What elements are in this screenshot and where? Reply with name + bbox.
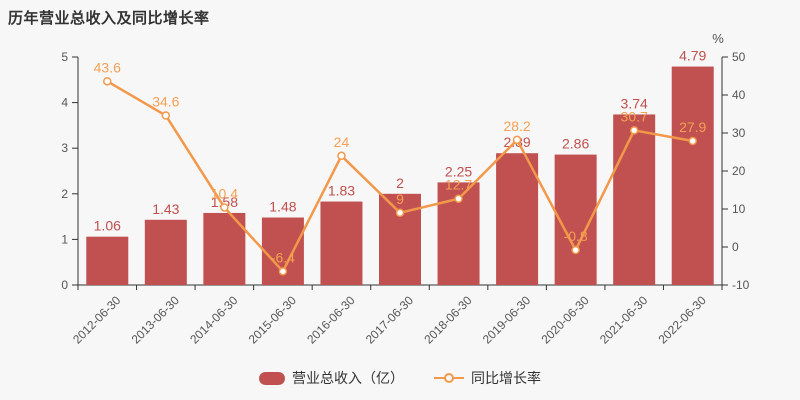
left-axis-tick-label: 1 (61, 232, 68, 246)
legend-item-revenue[interactable]: 营业总收入（亿） (259, 368, 404, 388)
x-axis-category-label: 2017-06-30 (363, 293, 417, 347)
bar-2022-06-30[interactable] (671, 66, 714, 286)
bar-2016-06-30[interactable] (320, 201, 363, 285)
left-axis-tick-label: 2 (61, 187, 68, 201)
bar-value-label: 1.43 (152, 201, 179, 217)
growth-line-swatch-icon (434, 372, 464, 384)
line-point-2014-06-30[interactable] (220, 203, 229, 212)
revenue-bar-swatch-icon (259, 371, 285, 385)
legend-label-growth: 同比增长率 (471, 370, 541, 386)
right-axis-tick-label: -10 (732, 278, 750, 292)
line-value-label: 28.2 (503, 118, 530, 134)
bar-2021-06-30[interactable] (613, 114, 656, 286)
right-axis-tick-label: 20 (732, 164, 746, 178)
line-value-label: -0.8 (564, 228, 588, 244)
bar-value-label: 4.79 (679, 48, 706, 64)
bar-2019-06-30[interactable] (496, 153, 539, 285)
line-value-label: 10.4 (211, 185, 238, 201)
right-axis-tick-label: 50 (732, 50, 746, 64)
x-axis-category-label: 2021-06-30 (597, 293, 651, 347)
line-point-2022-06-30[interactable] (688, 136, 697, 146)
bar-2012-06-30[interactable] (86, 236, 129, 285)
x-axis-category-label: 2016-06-30 (304, 293, 358, 347)
right-axis-tick-label: 0 (732, 240, 739, 254)
line-value-label: 9 (396, 191, 404, 207)
x-axis-category-label: 2014-06-30 (187, 293, 241, 347)
right-axis-tick-label: 10 (732, 202, 746, 216)
line-value-label: 34.6 (152, 94, 179, 110)
line-point-2018-06-30[interactable] (454, 194, 463, 203)
bar-value-label: 3.74 (621, 95, 648, 111)
line-point-2017-06-30[interactable] (395, 208, 405, 218)
right-axis-tick-label: 30 (732, 126, 746, 140)
right-axis-tick-label: 40 (732, 88, 746, 102)
line-point-2012-06-30[interactable] (103, 77, 112, 86)
line-point-2015-06-30[interactable] (278, 267, 288, 276)
line-value-label: 43.6 (94, 59, 121, 75)
bar-value-label: 2 (396, 175, 404, 191)
bar-value-label: 2.86 (562, 136, 589, 152)
x-axis-category-label: 2012-06-30 (70, 293, 124, 347)
x-axis-category-label: 2019-06-30 (480, 293, 534, 347)
bar-value-label: 1.83 (328, 183, 355, 199)
bar-value-label: 1.48 (269, 199, 296, 215)
bar-value-label: 1.06 (94, 218, 121, 234)
x-axis-category-label: 2013-06-30 (129, 293, 183, 347)
x-axis-category-label: 2015-06-30 (246, 293, 300, 347)
left-axis-tick-label: 3 (61, 141, 68, 155)
line-point-2013-06-30[interactable] (161, 111, 171, 120)
x-axis-category-label: 2022-06-30 (656, 293, 710, 347)
bar-2014-06-30[interactable] (203, 212, 246, 285)
line-value-label: 24 (334, 134, 350, 150)
left-axis-tick-label: 0 (61, 278, 68, 292)
line-value-label: 30.7 (621, 108, 648, 124)
line-point-2020-06-30[interactable] (571, 245, 580, 255)
line-value-label: 12.7 (445, 177, 472, 193)
chart-legend: 营业总收入（亿） 同比增长率 (0, 368, 800, 388)
legend-item-growth[interactable]: 同比增长率 (434, 368, 541, 388)
left-axis-tick-label: 4 (61, 96, 68, 110)
legend-label-revenue: 营业总收入（亿） (292, 370, 404, 386)
line-point-2021-06-30[interactable] (629, 126, 639, 135)
x-axis-category-label: 2020-06-30 (538, 293, 592, 347)
line-value-label: 27.9 (679, 119, 706, 135)
bar-value-label: 2.25 (445, 163, 472, 179)
bar-2017-06-30[interactable] (379, 193, 421, 285)
right-axis-unit-label: % (712, 31, 724, 46)
left-axis-tick-label: 5 (61, 50, 68, 64)
line-point-2016-06-30[interactable] (337, 151, 346, 161)
line-point-2019-06-30[interactable] (512, 135, 522, 145)
bar-2013-06-30[interactable] (144, 219, 187, 285)
chart-title: 历年营业总收入及同比增长率 (8, 10, 210, 27)
combo-chart-canvas: 0 1 2 3 4 5 -10 0 10 20 30 40 50% 2012-06-30 2013-06-3… (61, 31, 750, 347)
x-axis-category-label: 2018-06-30 (421, 293, 475, 347)
line-value-label: -6.4 (271, 249, 295, 265)
